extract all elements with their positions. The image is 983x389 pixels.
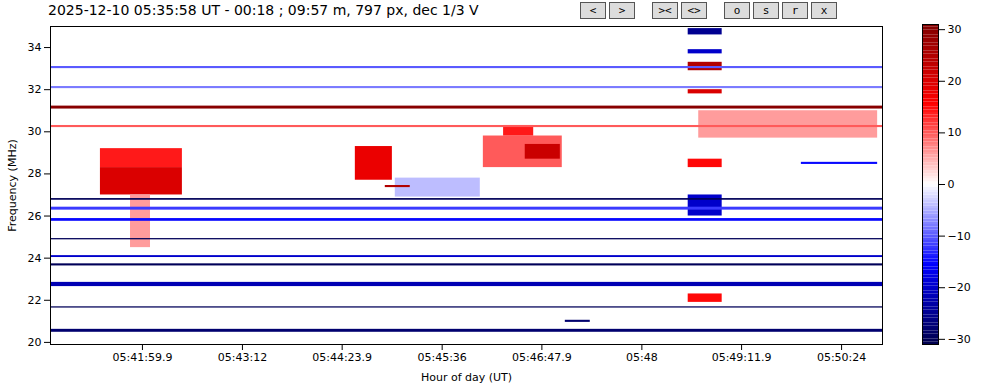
svg-text:05:41:59.9: 05:41:59.9 — [112, 351, 172, 364]
svg-text:20: 20 — [28, 336, 42, 349]
svg-text:30: 30 — [28, 125, 42, 138]
svg-text:05:44:23.9: 05:44:23.9 — [312, 351, 372, 364]
svg-text:Hour of day (UT): Hour of day (UT) — [421, 371, 512, 384]
svg-text:05:49:11.9: 05:49:11.9 — [712, 351, 772, 364]
svg-text:26: 26 — [28, 210, 42, 223]
svg-text:20: 20 — [948, 75, 962, 88]
html-text:x: x — [820, 4, 828, 17]
svg-text:Frequency (MHz): Frequency (MHz) — [6, 139, 19, 231]
svg-text:05:45:36: 05:45:36 — [417, 351, 466, 364]
svg-text:05:48: 05:48 — [626, 351, 658, 364]
svg-text:0: 0 — [948, 178, 955, 191]
svg-text:24: 24 — [28, 252, 42, 265]
svg-text:28: 28 — [28, 167, 42, 180]
svg-text:−20: −20 — [948, 281, 971, 294]
svg-text:−30: −30 — [948, 333, 971, 346]
svg-text:05:50:24: 05:50:24 — [817, 351, 866, 364]
svg-text:34: 34 — [28, 41, 42, 54]
svg-text:05:43:12: 05:43:12 — [218, 351, 267, 364]
svg-text:−10: −10 — [948, 230, 971, 243]
html-text:2025-12-10 05:35:58 UT - 00:18: 2025-12-10 05:35:58 UT - 00:18 ; 09:57 m… — [48, 2, 479, 18]
html-text:s: s — [762, 4, 770, 17]
html-text:o: o — [733, 4, 741, 17]
svg-text:32: 32 — [28, 83, 42, 96]
html-text:r: r — [791, 4, 799, 17]
svg-text:05:46:47.9: 05:46:47.9 — [512, 351, 572, 364]
svg-text:10: 10 — [948, 126, 962, 139]
svg-text:22: 22 — [28, 294, 42, 307]
svg-text:30: 30 — [948, 23, 962, 36]
